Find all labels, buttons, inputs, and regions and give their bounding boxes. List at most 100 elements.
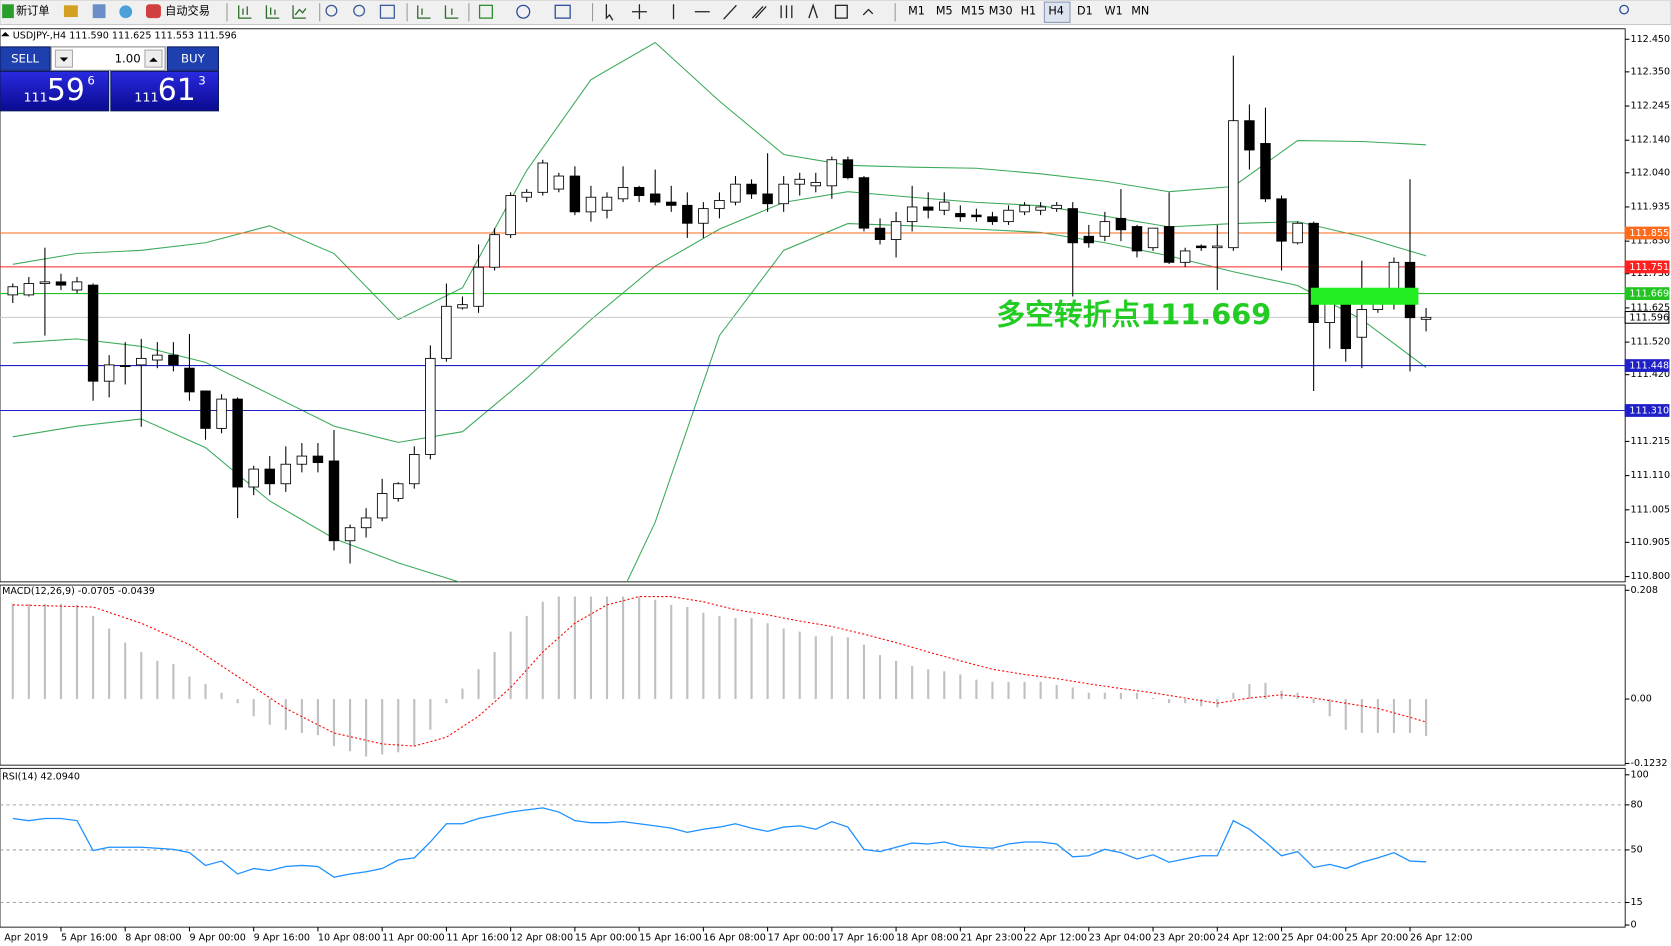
- buy-label[interactable]: BUY: [181, 52, 206, 66]
- y-tick-label: 111.625: [1631, 302, 1671, 313]
- lot-field[interactable]: [50, 46, 166, 71]
- timeframe-button[interactable]: H4: [1048, 5, 1064, 18]
- axes: 112.450 112.350 112.245 112.140 112.040 111.9…: [4, 34, 1671, 944]
- x-tick-label: 11 Apr 00:00: [382, 932, 444, 943]
- candle-body: [1179, 250, 1191, 263]
- candle-body: [1099, 221, 1111, 237]
- candle-body: [505, 195, 516, 236]
- candle-body: [1212, 245, 1223, 249]
- timeframe-button[interactable]: M1: [908, 5, 925, 18]
- candle-body: [778, 183, 789, 205]
- buy-button[interactable]: [166, 46, 219, 71]
- candle-body: [553, 175, 565, 190]
- bid-box[interactable]: [0, 70, 110, 112]
- candle-body: [698, 208, 709, 224]
- x-tick-label: 8 Apr 08:00: [125, 932, 181, 943]
- search-icon[interactable]: [1619, 4, 1630, 15]
- auto-trade-icon[interactable]: [145, 4, 161, 19]
- candle-body: [1035, 206, 1046, 211]
- candle-body: [87, 284, 99, 382]
- cursor-tool[interactable]: [605, 4, 614, 21]
- auto-trade-button[interactable]: 自动交易: [165, 4, 210, 18]
- candle-body: [1356, 309, 1368, 338]
- label-tool[interactable]: [834, 4, 848, 19]
- channel-tool[interactable]: [751, 5, 767, 19]
- ask-small: 3: [198, 73, 205, 87]
- chart-menu-icon[interactable]: [1, 31, 10, 37]
- rsi-title: RSI(14) 42.0940: [2, 771, 80, 782]
- toolbar-icon[interactable]: [478, 4, 493, 19]
- trendline-tool[interactable]: [723, 4, 737, 20]
- new-order-icon[interactable]: [2, 4, 14, 19]
- toolbar-icon[interactable]: [238, 5, 252, 19]
- candle-body: [521, 191, 532, 198]
- x-tick-label: 15 Apr 00:00: [575, 932, 637, 943]
- candle-body: [1308, 222, 1319, 324]
- text-tool[interactable]: [808, 3, 818, 19]
- candle-body: [312, 455, 324, 464]
- candle-body: [441, 305, 452, 359]
- new-order-button[interactable]: 新订单: [16, 4, 50, 18]
- candle-body: [1196, 245, 1207, 249]
- y-tick-label: 110.800: [1631, 571, 1671, 582]
- bid-big: 111: [23, 91, 47, 106]
- x-tick-label: 9 Apr 00:00: [189, 932, 245, 943]
- crosshair-tool[interactable]: [631, 4, 647, 20]
- timeframe-button[interactable]: MN: [1131, 5, 1149, 18]
- candle-body: [1244, 120, 1255, 151]
- candle-body: [666, 201, 677, 206]
- x-tick-label: 25 Apr 04:00: [1282, 932, 1344, 943]
- y-tick-label: 15: [1631, 897, 1643, 908]
- candle-body: [103, 364, 115, 382]
- candle-body: [971, 214, 982, 218]
- toolbar-icon[interactable]: [379, 4, 395, 19]
- level-label: 111.310: [1629, 406, 1669, 417]
- toolbar-icon[interactable]: [63, 5, 78, 18]
- timeframe-button[interactable]: W1: [1105, 5, 1123, 18]
- lot-value[interactable]: 1.00: [115, 52, 141, 66]
- candle-body: [987, 216, 998, 223]
- candle-body: [537, 162, 548, 193]
- toolbar-icon[interactable]: [292, 5, 307, 19]
- toolbar-icon[interactable]: [265, 5, 280, 19]
- sell-label[interactable]: SELL: [11, 52, 39, 66]
- x-tick-label: 25 Apr 20:00: [1346, 932, 1408, 943]
- ask-main: 61: [158, 73, 196, 108]
- candle-body: [119, 365, 131, 367]
- y-tick-label: 112.350: [1631, 66, 1671, 77]
- toolbar-icon[interactable]: [353, 4, 366, 17]
- candle-body: [826, 159, 838, 187]
- candle-body: [23, 283, 35, 296]
- candle-body: [1228, 120, 1239, 249]
- y-tick-label: 112.245: [1631, 101, 1671, 112]
- candle-body: [248, 468, 259, 488]
- candle-body: [906, 206, 918, 223]
- timeframe-button[interactable]: M15: [961, 5, 985, 18]
- arrow-tool[interactable]: [862, 8, 874, 16]
- ask-box[interactable]: [110, 70, 219, 112]
- rsi-plot: [0, 767, 1626, 928]
- toolbar-icon[interactable]: [92, 4, 106, 19]
- candle-body: [489, 234, 500, 268]
- candle-body: [1420, 316, 1432, 320]
- timeframe-button[interactable]: M30: [989, 5, 1013, 18]
- sell-button[interactable]: [0, 46, 51, 71]
- fibo-tool[interactable]: [780, 5, 793, 19]
- y-tick-label: 110.905: [1631, 537, 1671, 548]
- toolbar-icon[interactable]: [516, 4, 531, 19]
- x-tick-label: Apr 2019: [4, 932, 48, 943]
- candle-body: [746, 183, 757, 195]
- toolbar-icon[interactable]: [554, 4, 571, 19]
- timeframe-button[interactable]: D1: [1077, 5, 1093, 18]
- toolbar-icon[interactable]: [417, 5, 431, 19]
- toolbar-icon[interactable]: [325, 4, 338, 17]
- timeframe-button[interactable]: M5: [936, 5, 953, 18]
- bid-main: 59: [47, 73, 85, 108]
- candle-body: [409, 454, 420, 485]
- timeframe-button[interactable]: H1: [1021, 5, 1037, 18]
- candle-body: [633, 187, 645, 197]
- toolbar-icon[interactable]: [444, 5, 459, 19]
- toolbar-icon[interactable]: [119, 5, 133, 19]
